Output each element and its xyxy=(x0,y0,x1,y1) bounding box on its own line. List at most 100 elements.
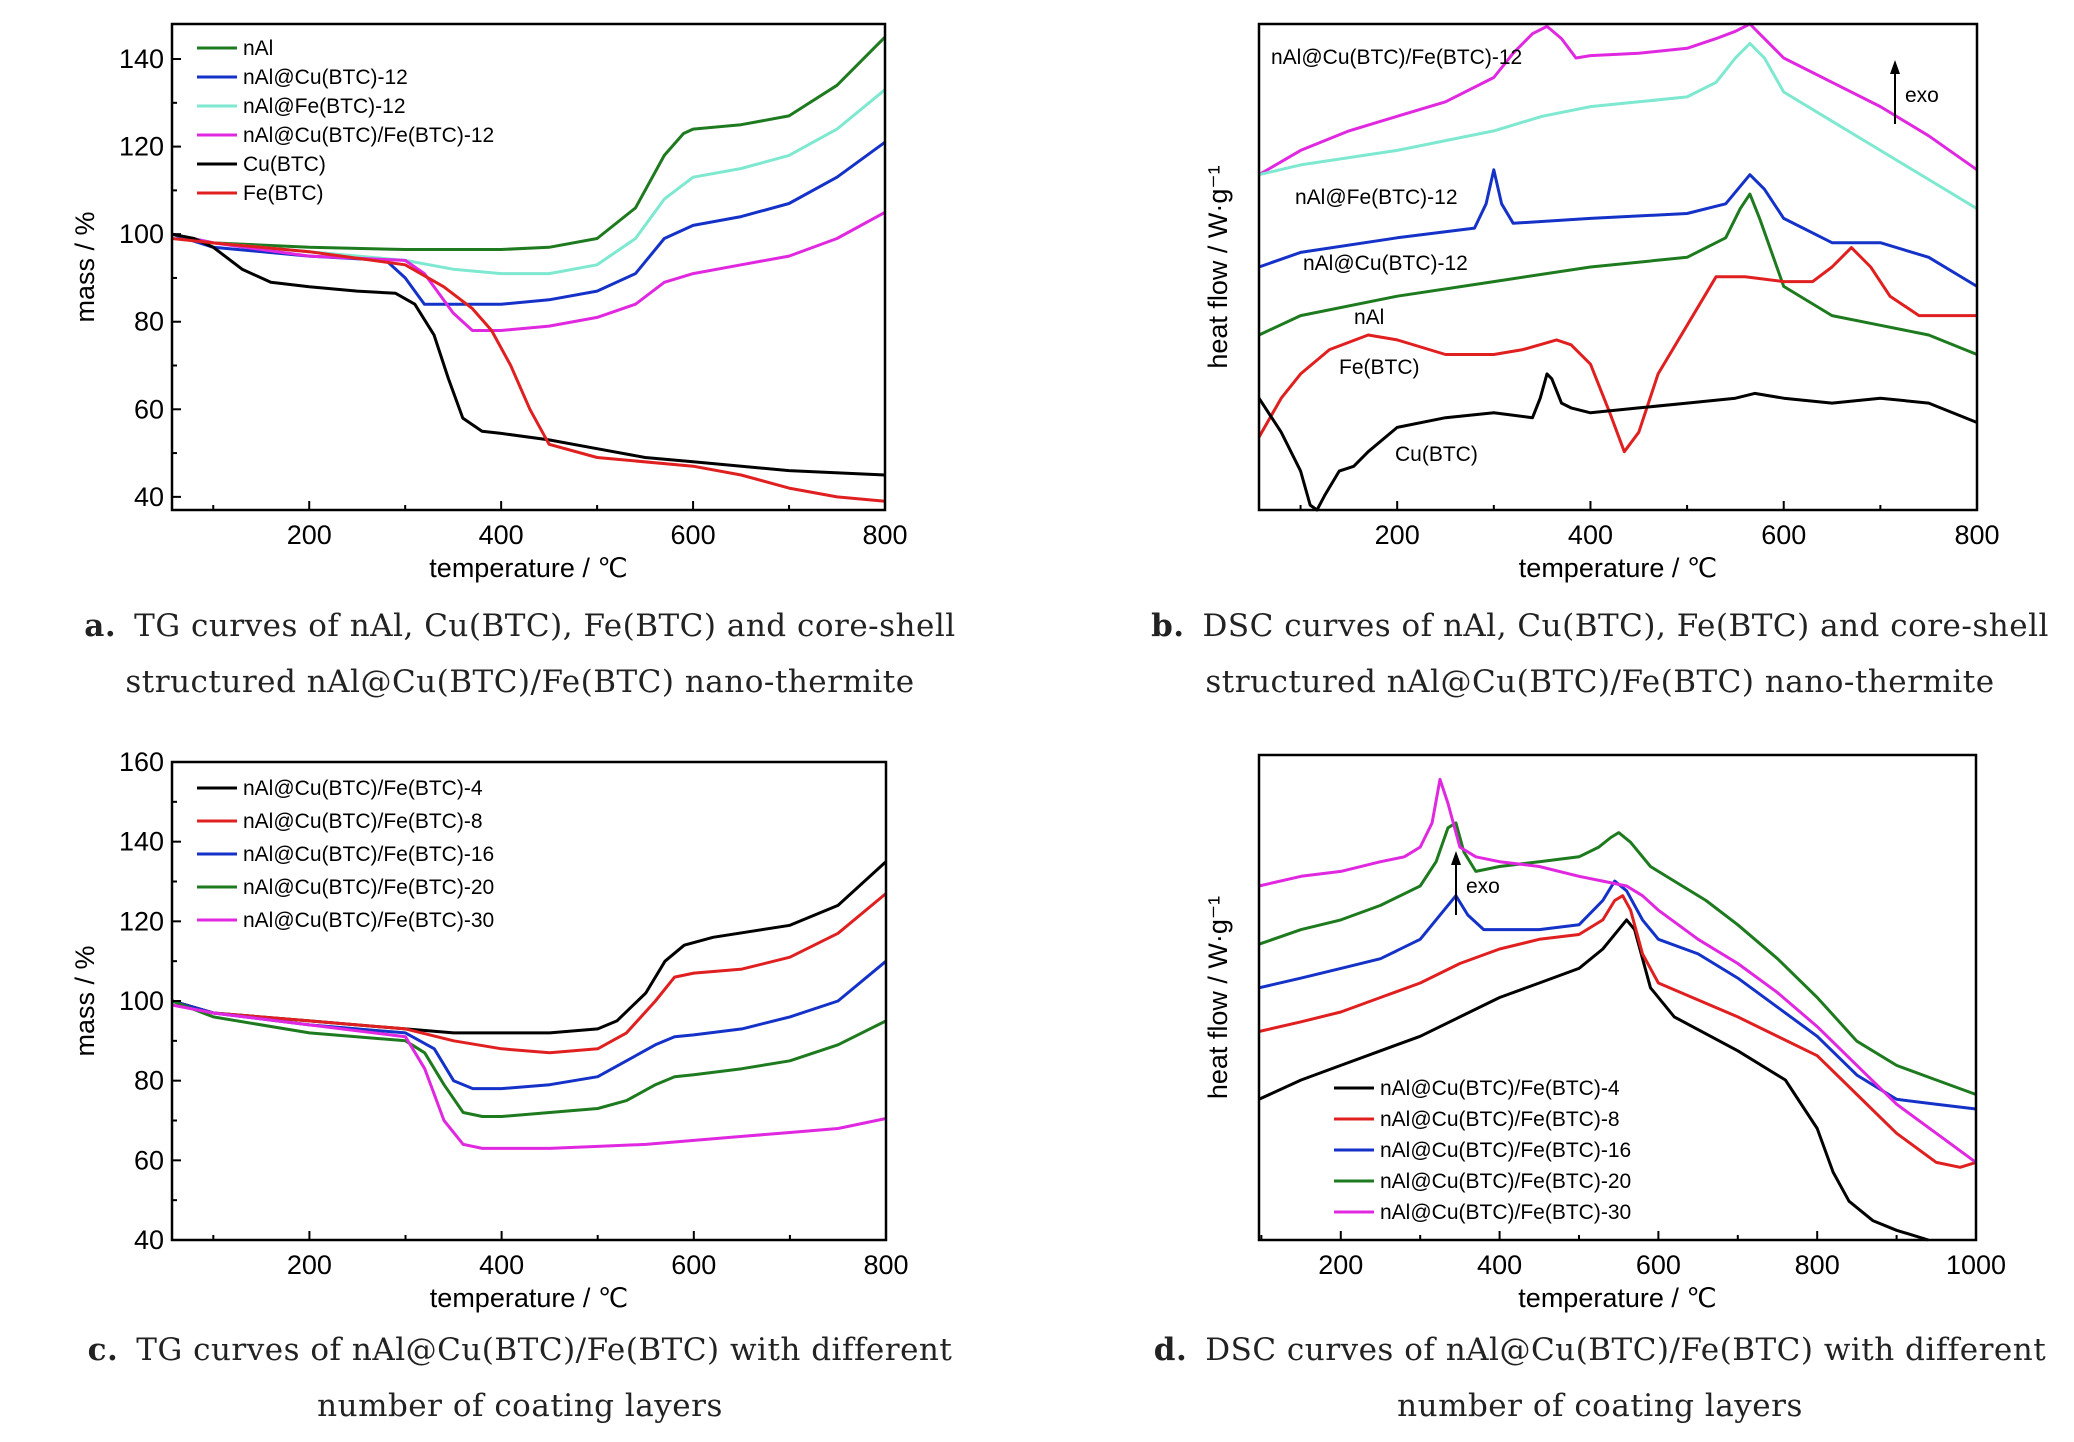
y-tick-label-a: 80 xyxy=(134,307,164,337)
caption-b: b. DSC curves of nAl, Cu(BTC), Fe(BTC) an… xyxy=(1100,598,2074,710)
series-line-b-5 xyxy=(1257,372,1978,512)
caption-d-letter: d. xyxy=(1153,1332,1188,1368)
x-tick-label-a: 800 xyxy=(862,520,907,550)
caption-c-letter: c. xyxy=(87,1332,119,1368)
series-line-a-4 xyxy=(171,232,886,477)
x-tick-label-a: 600 xyxy=(671,520,716,550)
curve-label-b-0: nAl@Cu(BTC)/Fe(BTC)-12 xyxy=(1271,46,1522,69)
x-tick-label-b: 400 xyxy=(1568,520,1613,550)
caption-b-line2: structured nAl@Cu(BTC)/Fe(BTC) nano-ther… xyxy=(1205,664,1995,700)
legend-label-d-0: nAl@Cu(BTC)/Fe(BTC)-4 xyxy=(1380,1077,1620,1100)
x-tick-label-a: 200 xyxy=(287,520,332,550)
chart-panel-b: 200 400 600 800 temperature / ℃ heat flow / W… xyxy=(1203,22,2000,583)
caption-a-letter: a. xyxy=(84,608,117,644)
legend-label-a-5: Fe(BTC) xyxy=(243,182,324,205)
exo-arrowhead-d xyxy=(1451,851,1461,865)
curve-label-b-4: Fe(BTC) xyxy=(1339,356,1420,379)
series-line-a-3 xyxy=(171,210,886,332)
caption-c-line2: number of coating layers xyxy=(317,1388,723,1424)
series-line-c-2 xyxy=(171,960,887,1091)
x-tick-label-c: 800 xyxy=(863,1250,908,1280)
x-tick-label-b: 800 xyxy=(1954,520,1999,550)
chart-panel-a: 200 400 600 800 40 60 80 100 120 140 temperature /… xyxy=(70,22,908,583)
caption-b-letter: b. xyxy=(1151,608,1185,644)
y-tick-label-c: 120 xyxy=(119,906,164,936)
series-line-b-3 xyxy=(1258,192,1978,356)
legend-label-a-0: nAl xyxy=(243,37,273,60)
legend-label-a-1: nAl@Cu(BTC)-12 xyxy=(243,66,408,89)
legend-label-c-4: nAl@Cu(BTC)/Fe(BTC)-30 xyxy=(243,909,494,932)
series-line-d-4 xyxy=(1258,777,1977,1164)
series-line-a-5 xyxy=(171,237,886,503)
caption-d-line1: DSC curves of nAl@Cu(BTC)/Fe(BTC) with d… xyxy=(1205,1332,2047,1368)
x-tick-label-a: 400 xyxy=(479,520,524,550)
caption-a-line1: TG curves of nAl, Cu(BTC), Fe(BTC) and c… xyxy=(134,608,956,644)
legend-label-a-3: nAl@Cu(BTC)/Fe(BTC)-12 xyxy=(243,124,494,147)
x-tick-label-d: 1000 xyxy=(1946,1250,2006,1280)
plot-frame-c xyxy=(170,760,888,1242)
x-tick-label-c: 600 xyxy=(671,1250,716,1280)
y-tick-label-a: 140 xyxy=(119,44,164,74)
curve-label-b-2: nAl@Cu(BTC)-12 xyxy=(1303,252,1468,275)
caption-b-line1: DSC curves of nAl, Cu(BTC), Fe(BTC) and … xyxy=(1202,608,2049,644)
y-tick-label-a: 40 xyxy=(134,482,164,512)
x-tick-label-d: 600 xyxy=(1636,1250,1681,1280)
series-line-d-0 xyxy=(1258,918,1929,1242)
x-tick-label-c: 400 xyxy=(479,1250,524,1280)
series-line-d-3 xyxy=(1258,821,1977,1096)
legend-label-d-3: nAl@Cu(BTC)/Fe(BTC)-20 xyxy=(1380,1170,1631,1193)
x-tick-label-c: 200 xyxy=(287,1250,332,1280)
legend-label-c-3: nAl@Cu(BTC)/Fe(BTC)-20 xyxy=(243,876,494,899)
caption-a: a. TG curves of nAl, Cu(BTC), Fe(BTC) and… xyxy=(20,598,1020,710)
chart-panel-c: 200 400 600 800 40 60 80 100 120 140 160 temperatur… xyxy=(70,747,909,1313)
y-tick-label-c: 100 xyxy=(119,986,164,1016)
y-tick-label-c: 140 xyxy=(119,827,164,857)
curve-label-b-5: Cu(BTC) xyxy=(1395,443,1478,466)
x-axis-title-a: temperature / ℃ xyxy=(429,553,627,583)
y-tick-label-c: 80 xyxy=(134,1066,164,1096)
legend-label-c-0: nAl@Cu(BTC)/Fe(BTC)-4 xyxy=(243,777,483,800)
y-axis-title-d: heat flow / W·g⁻¹ xyxy=(1203,896,1233,1099)
exo-label-d: exo xyxy=(1466,875,1500,898)
curve-label-b-1: nAl@Fe(BTC)-12 xyxy=(1295,186,1458,209)
y-tick-label-c: 60 xyxy=(134,1145,164,1175)
legend-label-d-2: nAl@Cu(BTC)/Fe(BTC)-16 xyxy=(1380,1139,1631,1162)
series-line-d-2 xyxy=(1258,879,1977,1111)
legend-label-c-2: nAl@Cu(BTC)/Fe(BTC)-16 xyxy=(243,843,494,866)
plot-frame-d xyxy=(1257,753,1978,1242)
exo-label-b: exo xyxy=(1905,84,1939,107)
x-tick-label-d: 400 xyxy=(1477,1250,1522,1280)
legend-label-d-4: nAl@Cu(BTC)/Fe(BTC)-30 xyxy=(1380,1201,1631,1224)
y-axis-title-a: mass / % xyxy=(70,211,100,322)
y-tick-label-a: 120 xyxy=(119,132,164,162)
x-tick-label-d: 200 xyxy=(1318,1250,1363,1280)
series-line-c-1 xyxy=(171,892,887,1055)
series-line-b-4 xyxy=(1257,246,1977,454)
caption-d: d. DSC curves of nAl@Cu(BTC)/Fe(BTC) with… xyxy=(1100,1322,2074,1434)
x-tick-label-d: 800 xyxy=(1795,1250,1840,1280)
y-tick-label-c: 160 xyxy=(119,747,164,777)
x-tick-label-b: 200 xyxy=(1375,520,1420,550)
legend-label-a-2: nAl@Fe(BTC)-12 xyxy=(243,95,406,118)
caption-c: c. TG curves of nAl@Cu(BTC)/Fe(BTC) with … xyxy=(20,1322,1020,1434)
y-tick-label-a: 60 xyxy=(134,394,164,424)
series-line-b-0 xyxy=(1258,22,1978,176)
series-line-b-2 xyxy=(1258,168,1978,288)
y-axis-title-c: mass / % xyxy=(70,945,100,1056)
series-line-b-1 xyxy=(1258,41,1978,210)
y-tick-label-c: 40 xyxy=(134,1225,164,1255)
legend-label-d-1: nAl@Cu(BTC)/Fe(BTC)-8 xyxy=(1380,1108,1620,1131)
plot-frame-a xyxy=(170,22,887,512)
legend-label-a-4: Cu(BTC) xyxy=(243,153,326,176)
series-line-d-1 xyxy=(1258,894,1977,1169)
x-tick-label-b: 600 xyxy=(1761,520,1806,550)
y-tick-label-a: 100 xyxy=(119,219,164,249)
curve-label-b-3: nAl xyxy=(1354,306,1384,329)
x-axis-title-c: temperature / ℃ xyxy=(430,1283,628,1313)
legend-label-c-1: nAl@Cu(BTC)/Fe(BTC)-8 xyxy=(243,810,483,833)
caption-c-line1: TG curves of nAl@Cu(BTC)/Fe(BTC) with di… xyxy=(136,1332,953,1368)
exo-arrowhead-b xyxy=(1890,60,1900,74)
series-line-c-3 xyxy=(171,999,887,1118)
